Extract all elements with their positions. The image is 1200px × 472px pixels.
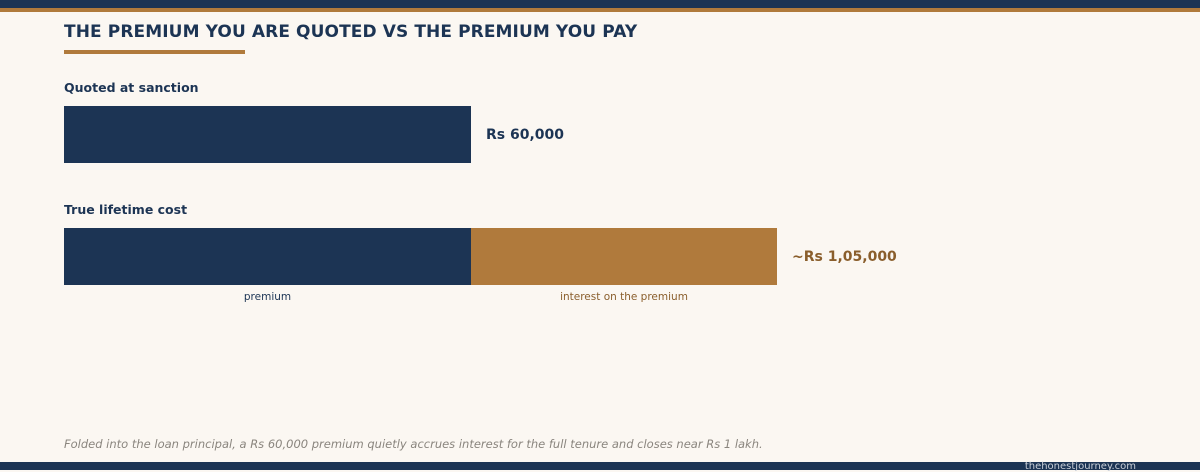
value-label: ~Rs 1,05,000 [792,249,897,265]
title-underline [64,50,245,54]
segment-caption: interest on the premium [560,291,688,303]
row-label: Quoted at sanction [64,80,199,95]
bar-segment [64,106,471,163]
top-border-bar [0,0,1200,8]
top-accent-stripe [0,8,1200,12]
row-label: True lifetime cost [64,202,188,217]
segment-caption: premium [243,291,292,303]
bar-segment [471,228,777,285]
value-label: Rs 60,000 [486,127,565,143]
site-credit: thehonestjourney.com [1024,461,1136,472]
footnote: Folded into the loan principal, a Rs 60,… [64,437,763,451]
bar-segment [64,228,471,285]
chart-title: THE PREMIUM YOU ARE QUOTED VS THE PREMIU… [64,22,638,42]
bottom-border-bar [0,462,1200,470]
